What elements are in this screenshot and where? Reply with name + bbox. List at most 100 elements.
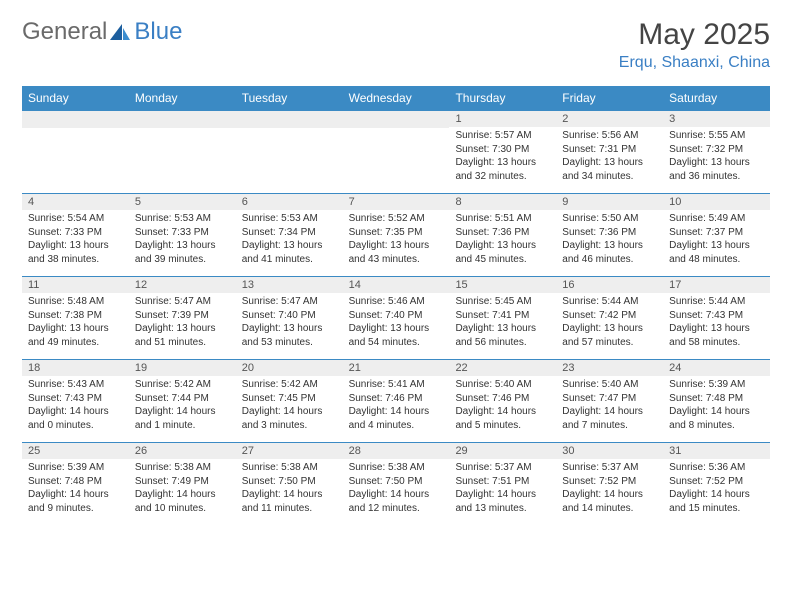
date-number [343,111,450,128]
day-detail-text: Sunrise: 5:39 AMSunset: 7:48 PMDaylight:… [663,376,770,436]
sunrise-text: Sunrise: 5:38 AM [242,461,337,475]
sunrise-text: Sunrise: 5:54 AM [28,212,123,226]
sunrise-text: Sunrise: 5:36 AM [669,461,764,475]
daylight-text: Daylight: 13 hours and 54 minutes. [349,322,444,349]
location: Erqu, Shaanxi, China [619,54,770,72]
weekday-header: Tuesday [236,86,343,110]
daylight-text: Daylight: 14 hours and 12 minutes. [349,488,444,515]
sunrise-text: Sunrise: 5:43 AM [28,378,123,392]
day-cell: 5Sunrise: 5:53 AMSunset: 7:33 PMDaylight… [129,194,236,276]
daylight-text: Daylight: 13 hours and 39 minutes. [135,239,230,266]
day-detail-text: Sunrise: 5:46 AMSunset: 7:40 PMDaylight:… [343,293,450,353]
date-number: 15 [449,277,556,293]
day-detail-text: Sunrise: 5:53 AMSunset: 7:33 PMDaylight:… [129,210,236,270]
day-cell: 3Sunrise: 5:55 AMSunset: 7:32 PMDaylight… [663,111,770,193]
week-row: 1Sunrise: 5:57 AMSunset: 7:30 PMDaylight… [22,110,770,193]
date-number: 30 [556,443,663,459]
sunrise-text: Sunrise: 5:46 AM [349,295,444,309]
logo-text-general: General [22,18,107,46]
day-cell: 30Sunrise: 5:37 AMSunset: 7:52 PMDayligh… [556,443,663,525]
daylight-text: Daylight: 13 hours and 46 minutes. [562,239,657,266]
date-number: 5 [129,194,236,210]
day-cell: 21Sunrise: 5:41 AMSunset: 7:46 PMDayligh… [343,360,450,442]
day-detail-text: Sunrise: 5:52 AMSunset: 7:35 PMDaylight:… [343,210,450,270]
date-number: 27 [236,443,343,459]
daylight-text: Daylight: 13 hours and 53 minutes. [242,322,337,349]
day-detail-text: Sunrise: 5:38 AMSunset: 7:50 PMDaylight:… [343,459,450,519]
day-cell: 31Sunrise: 5:36 AMSunset: 7:52 PMDayligh… [663,443,770,525]
sunset-text: Sunset: 7:36 PM [562,226,657,240]
day-cell: 9Sunrise: 5:50 AMSunset: 7:36 PMDaylight… [556,194,663,276]
weekday-header: Monday [129,86,236,110]
sunset-text: Sunset: 7:43 PM [28,392,123,406]
sunset-text: Sunset: 7:40 PM [349,309,444,323]
day-cell: 15Sunrise: 5:45 AMSunset: 7:41 PMDayligh… [449,277,556,359]
weekday-header: Thursday [449,86,556,110]
day-cell: 4Sunrise: 5:54 AMSunset: 7:33 PMDaylight… [22,194,129,276]
daylight-text: Daylight: 13 hours and 32 minutes. [455,156,550,183]
sunset-text: Sunset: 7:30 PM [455,143,550,157]
weekday-header: Friday [556,86,663,110]
sunrise-text: Sunrise: 5:40 AM [562,378,657,392]
day-cell: 12Sunrise: 5:47 AMSunset: 7:39 PMDayligh… [129,277,236,359]
day-detail-text: Sunrise: 5:47 AMSunset: 7:39 PMDaylight:… [129,293,236,353]
header: General Blue May 2025 Erqu, Shaanxi, Chi… [22,18,770,72]
daylight-text: Daylight: 13 hours and 51 minutes. [135,322,230,349]
daylight-text: Daylight: 13 hours and 58 minutes. [669,322,764,349]
date-number: 16 [556,277,663,293]
week-row: 25Sunrise: 5:39 AMSunset: 7:48 PMDayligh… [22,442,770,525]
day-cell [236,111,343,193]
logo: General Blue [22,18,182,46]
title-block: May 2025 Erqu, Shaanxi, China [619,18,770,72]
daylight-text: Daylight: 14 hours and 5 minutes. [455,405,550,432]
sunrise-text: Sunrise: 5:56 AM [562,129,657,143]
sunset-text: Sunset: 7:50 PM [349,475,444,489]
day-cell: 6Sunrise: 5:53 AMSunset: 7:34 PMDaylight… [236,194,343,276]
day-cell: 26Sunrise: 5:38 AMSunset: 7:49 PMDayligh… [129,443,236,525]
week-row: 11Sunrise: 5:48 AMSunset: 7:38 PMDayligh… [22,276,770,359]
sunrise-text: Sunrise: 5:37 AM [455,461,550,475]
sunset-text: Sunset: 7:41 PM [455,309,550,323]
sunrise-text: Sunrise: 5:38 AM [349,461,444,475]
daylight-text: Daylight: 13 hours and 57 minutes. [562,322,657,349]
date-number: 4 [22,194,129,210]
daylight-text: Daylight: 14 hours and 9 minutes. [28,488,123,515]
day-detail-text: Sunrise: 5:36 AMSunset: 7:52 PMDaylight:… [663,459,770,519]
date-number: 23 [556,360,663,376]
day-detail-text: Sunrise: 5:41 AMSunset: 7:46 PMDaylight:… [343,376,450,436]
sunset-text: Sunset: 7:43 PM [669,309,764,323]
sunset-text: Sunset: 7:37 PM [669,226,764,240]
date-number: 6 [236,194,343,210]
sunrise-text: Sunrise: 5:55 AM [669,129,764,143]
date-number: 7 [343,194,450,210]
date-number: 3 [663,111,770,127]
day-cell: 22Sunrise: 5:40 AMSunset: 7:46 PMDayligh… [449,360,556,442]
day-cell: 20Sunrise: 5:42 AMSunset: 7:45 PMDayligh… [236,360,343,442]
date-number: 29 [449,443,556,459]
day-detail-text: Sunrise: 5:57 AMSunset: 7:30 PMDaylight:… [449,127,556,187]
daylight-text: Daylight: 14 hours and 0 minutes. [28,405,123,432]
date-number: 11 [22,277,129,293]
sunset-text: Sunset: 7:36 PM [455,226,550,240]
daylight-text: Daylight: 14 hours and 1 minute. [135,405,230,432]
sunrise-text: Sunrise: 5:57 AM [455,129,550,143]
sunrise-text: Sunrise: 5:47 AM [242,295,337,309]
sunrise-text: Sunrise: 5:50 AM [562,212,657,226]
date-number: 22 [449,360,556,376]
sunset-text: Sunset: 7:32 PM [669,143,764,157]
sunset-text: Sunset: 7:40 PM [242,309,337,323]
month-title: May 2025 [619,18,770,52]
daylight-text: Daylight: 13 hours and 43 minutes. [349,239,444,266]
sunset-text: Sunset: 7:48 PM [669,392,764,406]
day-cell: 23Sunrise: 5:40 AMSunset: 7:47 PMDayligh… [556,360,663,442]
sunset-text: Sunset: 7:51 PM [455,475,550,489]
weekday-header: Saturday [663,86,770,110]
sunrise-text: Sunrise: 5:47 AM [135,295,230,309]
date-number: 25 [22,443,129,459]
day-detail-text: Sunrise: 5:38 AMSunset: 7:50 PMDaylight:… [236,459,343,519]
date-number: 26 [129,443,236,459]
week-row: 18Sunrise: 5:43 AMSunset: 7:43 PMDayligh… [22,359,770,442]
day-detail-text: Sunrise: 5:49 AMSunset: 7:37 PMDaylight:… [663,210,770,270]
sunset-text: Sunset: 7:48 PM [28,475,123,489]
day-cell: 18Sunrise: 5:43 AMSunset: 7:43 PMDayligh… [22,360,129,442]
